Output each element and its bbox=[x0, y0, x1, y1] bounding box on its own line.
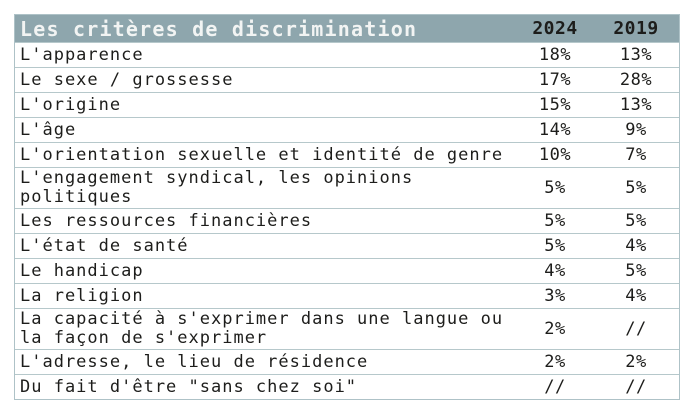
table-row: L'adresse, le lieu de résidence 2% 2% bbox=[15, 349, 679, 374]
row-label: Le handicap bbox=[20, 260, 144, 281]
value-2024: 3% bbox=[544, 286, 566, 306]
discrimination-criteria-table: Les critères de discrimination 2024 2019… bbox=[14, 14, 680, 400]
row-label: Le sexe / grossesse bbox=[20, 69, 234, 90]
value-2019: 13% bbox=[619, 45, 653, 65]
value-2019: 4% bbox=[625, 236, 647, 256]
table-row: Du fait d'être "sans chez soi" // // bbox=[15, 374, 679, 399]
value-2024: 2% bbox=[544, 319, 566, 339]
row-label: L'âge bbox=[20, 119, 77, 140]
value-2024: 4% bbox=[544, 261, 566, 281]
table-header-row: Les critères de discrimination 2024 2019 bbox=[15, 15, 679, 42]
row-label: L'origine bbox=[20, 94, 122, 115]
value-2024: 5% bbox=[544, 236, 566, 256]
table-row: La capacité à s'exprimer dans une langue… bbox=[15, 308, 679, 349]
row-label: L'état de santé bbox=[20, 235, 189, 256]
value-2024: 18% bbox=[538, 45, 572, 65]
value-2019: 4% bbox=[625, 286, 647, 306]
value-2024: 14% bbox=[538, 120, 572, 140]
column-header-2019: 2019 bbox=[613, 18, 659, 39]
table-row: Le handicap 4% 5% bbox=[15, 258, 679, 283]
table-title: Les critères de discrimination bbox=[20, 16, 418, 41]
value-2024: 5% bbox=[544, 178, 566, 198]
table-row: L'engagement syndical, les opinions poli… bbox=[15, 167, 679, 208]
value-2019: 28% bbox=[619, 70, 653, 90]
table-row: La religion 3% 4% bbox=[15, 283, 679, 308]
value-2024: 5% bbox=[544, 211, 566, 231]
value-2019: 13% bbox=[619, 95, 653, 115]
table-row: Les ressources financières 5% 5% bbox=[15, 208, 679, 233]
row-label: L'engagement syndical, les opinions poli… bbox=[20, 168, 414, 207]
table-row: L'âge 14% 9% bbox=[15, 117, 679, 142]
table-row: L'apparence 18% 13% bbox=[15, 42, 679, 67]
value-2024: 2% bbox=[544, 352, 566, 372]
value-2019: 5% bbox=[625, 261, 647, 281]
value-2019: 5% bbox=[625, 178, 647, 198]
table-row: L'état de santé 5% 4% bbox=[15, 233, 679, 258]
table-row: Le sexe / grossesse 17% 28% bbox=[15, 67, 679, 92]
row-label: L'orientation sexuelle et identité de ge… bbox=[20, 144, 504, 165]
table-row: L'origine 15% 13% bbox=[15, 92, 679, 117]
column-header-2024: 2024 bbox=[532, 18, 578, 39]
value-2024: // bbox=[544, 377, 566, 397]
value-2019: 5% bbox=[625, 211, 647, 231]
value-2019: 9% bbox=[625, 120, 647, 140]
row-label: Les ressources financières bbox=[20, 210, 313, 231]
value-2024: 15% bbox=[538, 95, 572, 115]
value-2024: 10% bbox=[538, 145, 572, 165]
table-row: L'orientation sexuelle et identité de ge… bbox=[15, 142, 679, 167]
row-label: L'adresse, le lieu de résidence bbox=[20, 351, 369, 372]
value-2024: 17% bbox=[538, 70, 572, 90]
row-label: L'apparence bbox=[20, 44, 144, 65]
value-2019: // bbox=[625, 377, 647, 397]
row-label: La capacité à s'exprimer dans une langue… bbox=[20, 309, 504, 348]
value-2019: 7% bbox=[625, 145, 647, 165]
row-label: La religion bbox=[20, 285, 144, 306]
value-2019: 2% bbox=[625, 352, 647, 372]
value-2019: // bbox=[625, 319, 647, 339]
row-label: Du fait d'être "sans chez soi" bbox=[20, 376, 358, 397]
